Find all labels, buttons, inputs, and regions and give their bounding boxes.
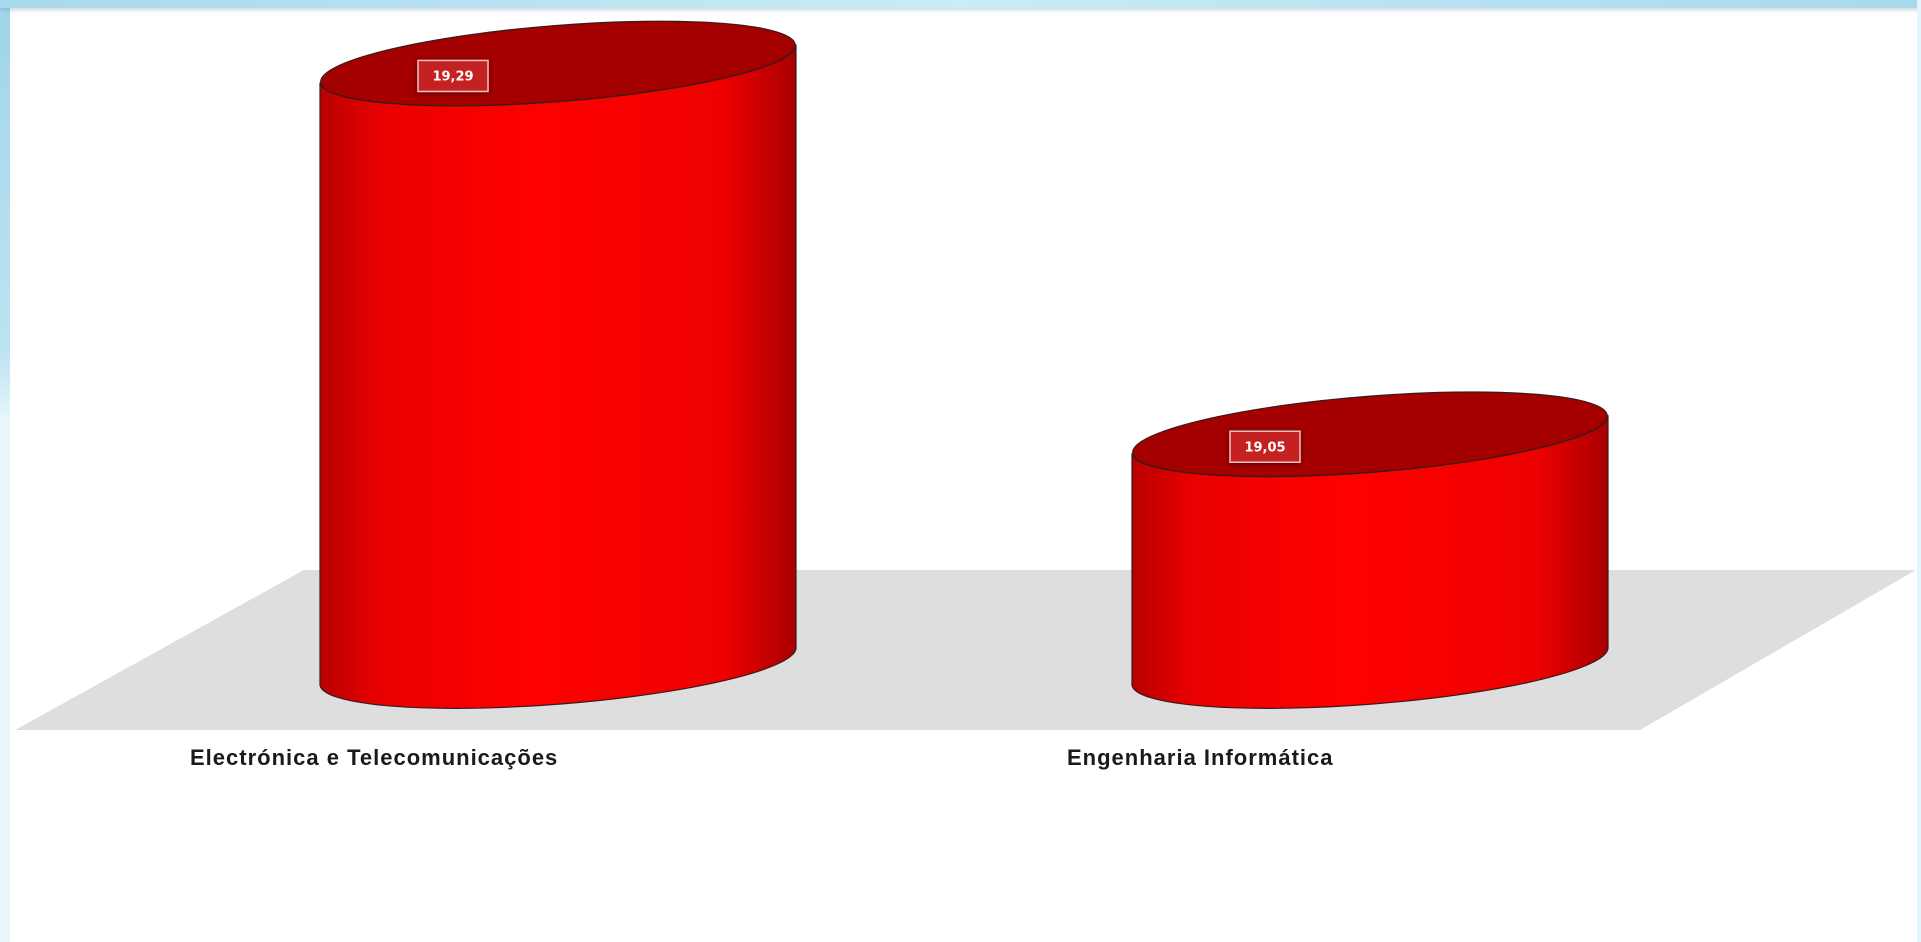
data-label-1: 19,05 [1229,430,1301,463]
bars-layer: 19,29 19,05 [319,20,1609,709]
data-label-text: 19,29 [432,69,473,84]
category-labels: Electrónica e Telecomunicações Engenharia… [190,745,1334,770]
data-label-box [1229,430,1301,463]
category-label-1: Engenharia Informática [1067,745,1334,770]
frame-right-edge [1917,0,1921,942]
frame-top-edge [0,0,1921,8]
frame-left-edge [0,0,10,942]
chart-floor [15,570,1916,730]
bar-body [319,44,797,709]
data-label-text: 19,05 [1244,440,1285,455]
bar-1 [1131,391,1609,709]
category-label-0: Electrónica e Telecomunicações [190,745,558,770]
bar-0 [319,20,797,709]
data-label-box [417,59,489,93]
data-label-0: 19,29 [417,59,489,93]
